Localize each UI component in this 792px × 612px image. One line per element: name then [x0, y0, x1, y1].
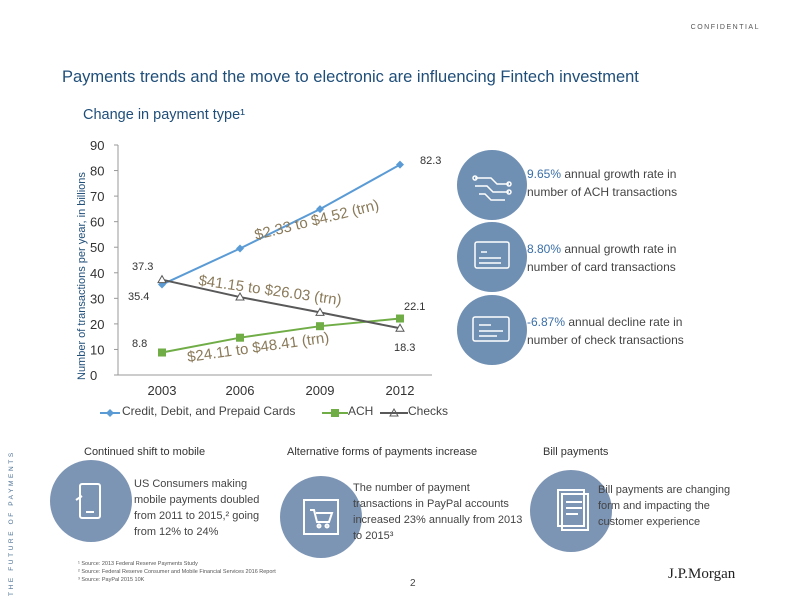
- data-label: 37.3: [132, 261, 153, 273]
- series-line-2: [161, 278, 401, 330]
- x-tick-label: 2003: [148, 383, 177, 398]
- legend-cards-marker: [106, 409, 114, 417]
- y-tick-label: 20: [90, 317, 104, 332]
- y-tick-label: 90: [90, 138, 104, 153]
- page-number: 2: [410, 578, 416, 589]
- ach-point: [158, 348, 166, 357]
- data-label: 22.1: [404, 301, 425, 313]
- y-tick-label: 70: [90, 189, 104, 204]
- data-label: 8.8: [132, 338, 147, 350]
- footnote-1: ¹ Source: 2013 Federal Reserve Payments …: [78, 561, 198, 567]
- cards-point: [396, 160, 404, 169]
- ach-point: [316, 322, 324, 331]
- checks-point: [315, 307, 325, 316]
- footnote-2: ² Source: Federal Reserve Consumer and M…: [78, 569, 276, 575]
- y-tick-label: 40: [90, 266, 104, 281]
- x-tick-label: 2006: [226, 383, 255, 398]
- chart-subtitle: Change in payment type¹: [83, 107, 246, 123]
- legend-checks-label: Checks: [408, 404, 449, 418]
- alternative-section-text: The number of payment transactions in Pa…: [353, 482, 523, 542]
- side-label: THE FUTURE OF PAYMENTS: [8, 450, 15, 596]
- ach-growth-text: annual growth rate in number of ACH tran…: [527, 167, 678, 199]
- checks-point: [395, 323, 405, 332]
- cards-value-annotation: $2.33 to $4.52 (trn): [253, 197, 381, 244]
- data-label: 35.4: [128, 291, 149, 303]
- x-tick-label: 2012: [386, 383, 415, 398]
- cards-point: [316, 205, 324, 214]
- payments-line-chart: 90 80 70 60 50 40 30 20 10 0 2003 2006 2009 2012 82.…: [90, 138, 441, 398]
- y-tick-label: 50: [90, 240, 104, 255]
- series-line-0: [161, 163, 401, 286]
- page-title: Payments trends and the move to electron…: [62, 68, 639, 86]
- check-decline-value: -6.87%: [527, 315, 566, 329]
- series-line-1: [161, 317, 401, 354]
- checks-point: [235, 292, 245, 301]
- check-decline-stat: -6.87% annual decline rate in number of …: [527, 313, 715, 349]
- legend-cards-label: Credit, Debit, and Prepaid Cards: [122, 404, 296, 418]
- legend-ach-label: ACH: [348, 404, 374, 418]
- footnotes: ¹ Source: 2013 Federal Reserve Payments …: [78, 560, 276, 584]
- y-tick-label: 80: [90, 164, 104, 179]
- card-growth-value: 8.80%: [527, 242, 562, 256]
- data-label: 18.3: [394, 342, 415, 354]
- company-logo: J.P.Morgan: [668, 566, 736, 582]
- data-label: 82.3: [420, 155, 441, 167]
- card-icon: [457, 222, 527, 292]
- footnote-3: ³ Source: PayPal 2015 10K: [78, 577, 145, 583]
- check-decline-text: annual decline rate in number of check t…: [527, 315, 684, 347]
- x-tick-label: 2009: [306, 383, 335, 398]
- y-tick-label: 60: [90, 215, 104, 230]
- card-growth-text: annual growth rate in number of card tra…: [527, 242, 677, 274]
- confidential-label: CONFIDENTIAL: [690, 24, 760, 31]
- y-tick-label: 0: [90, 368, 97, 383]
- legend-ach-marker: [331, 409, 339, 417]
- mobile-payment-icon: [50, 460, 132, 542]
- mobile-section-text: US Consumers making mobile payments doub…: [134, 478, 260, 538]
- check-icon: [457, 295, 527, 365]
- ach-growth-value: 9.65%: [527, 167, 562, 181]
- alternative-section-title: Alternative forms of payments increase: [287, 446, 478, 458]
- legend-checks-marker: [389, 407, 399, 417]
- card-growth-stat: 8.80% annual growth rate in number of ca…: [527, 240, 715, 276]
- y-tick-label: 10: [90, 342, 104, 357]
- checks-point: [157, 274, 167, 284]
- y-tick-label: 30: [90, 291, 104, 306]
- circuit-icon: [457, 150, 527, 220]
- bill-section-text: Bill payments are changing form and impa…: [598, 484, 731, 528]
- cart-icon: [280, 476, 362, 558]
- ach-growth-stat: 9.65% annual growth rate in number of AC…: [527, 165, 715, 201]
- cards-point: [236, 244, 244, 253]
- ach-point: [236, 333, 244, 342]
- bill-section-title: Bill payments: [543, 446, 609, 458]
- mobile-section-title: Continued shift to mobile: [84, 446, 206, 458]
- document-icon: [530, 470, 612, 552]
- ach-point: [396, 314, 404, 323]
